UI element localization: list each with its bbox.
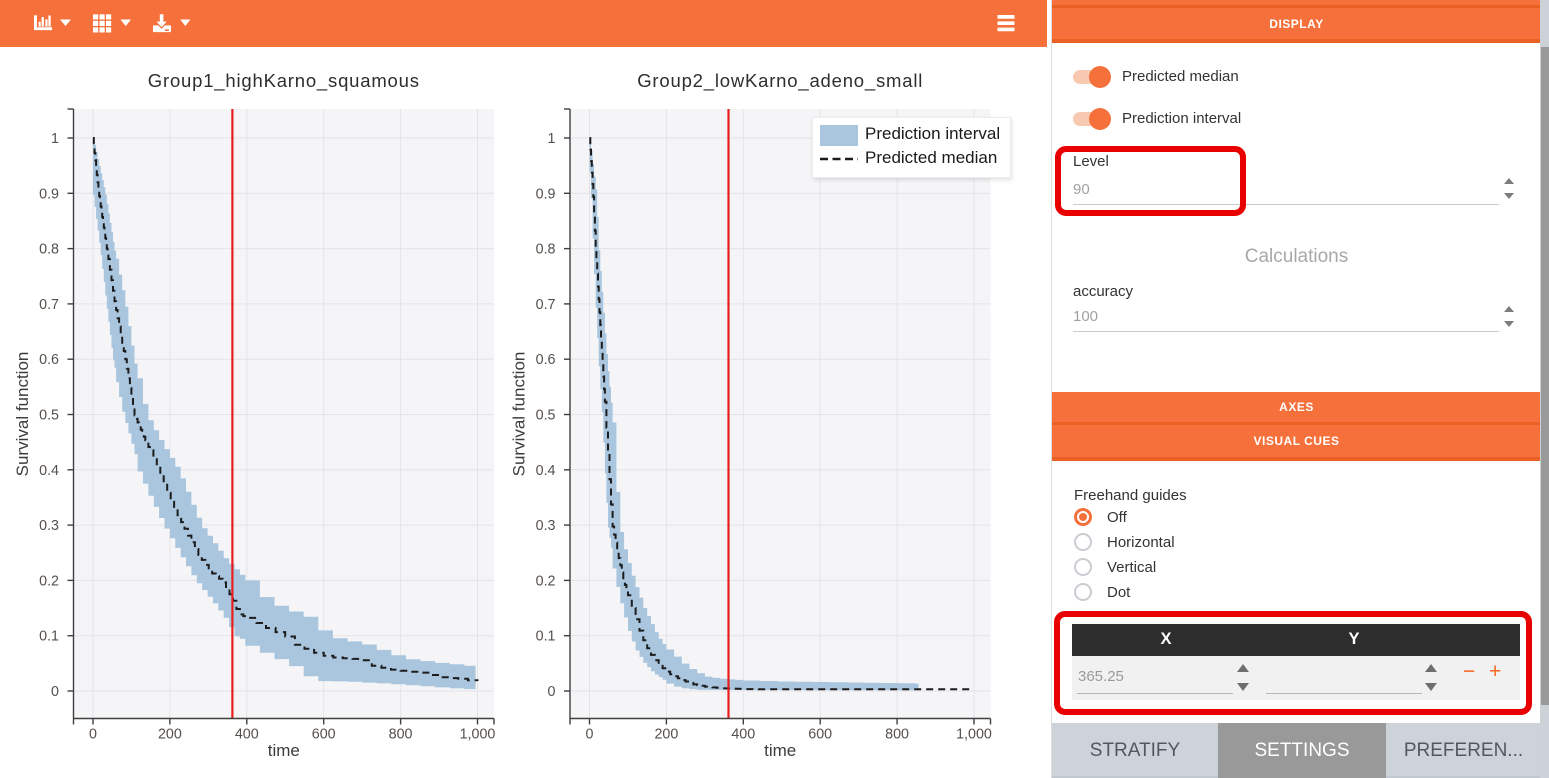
svg-text:0: 0 xyxy=(548,684,556,700)
svg-text:1: 1 xyxy=(548,131,556,147)
svg-text:800: 800 xyxy=(885,727,909,743)
svg-text:0.6: 0.6 xyxy=(536,352,556,368)
svg-text:0.2: 0.2 xyxy=(39,573,59,589)
svg-text:0.8: 0.8 xyxy=(39,242,59,258)
svg-text:0.8: 0.8 xyxy=(536,242,556,258)
svg-text:Group2_lowKarno_adeno_small: Group2_lowKarno_adeno_small xyxy=(637,70,923,92)
svg-text:0.5: 0.5 xyxy=(39,408,59,424)
svg-text:0.1: 0.1 xyxy=(536,629,556,645)
svg-text:400: 400 xyxy=(731,727,755,743)
svg-text:Survival function: Survival function xyxy=(13,352,32,477)
svg-text:Survival function: Survival function xyxy=(510,352,529,477)
svg-text:0.9: 0.9 xyxy=(536,186,556,202)
svg-text:0.6: 0.6 xyxy=(39,352,59,368)
svg-text:0.7: 0.7 xyxy=(39,297,59,313)
svg-text:600: 600 xyxy=(312,727,336,743)
svg-text:0.1: 0.1 xyxy=(39,629,59,645)
svg-text:time: time xyxy=(764,741,796,760)
svg-text:200: 200 xyxy=(158,727,182,743)
svg-text:200: 200 xyxy=(654,727,678,743)
svg-text:0.4: 0.4 xyxy=(39,463,59,479)
svg-text:600: 600 xyxy=(808,727,832,743)
svg-text:Group1_highKarno_squamous: Group1_highKarno_squamous xyxy=(148,70,420,92)
svg-text:1,000: 1,000 xyxy=(956,727,992,743)
svg-text:0.5: 0.5 xyxy=(536,408,556,424)
svg-text:0.3: 0.3 xyxy=(39,518,59,534)
svg-text:0.3: 0.3 xyxy=(536,518,556,534)
svg-text:0: 0 xyxy=(586,727,594,743)
svg-text:0: 0 xyxy=(89,727,97,743)
svg-text:1: 1 xyxy=(51,131,59,147)
svg-text:0: 0 xyxy=(51,684,59,700)
svg-text:1,000: 1,000 xyxy=(460,727,496,743)
svg-text:0.9: 0.9 xyxy=(39,186,59,202)
svg-text:0.7: 0.7 xyxy=(536,297,556,313)
svg-text:800: 800 xyxy=(389,727,413,743)
svg-text:0.2: 0.2 xyxy=(536,573,556,589)
svg-text:0.4: 0.4 xyxy=(536,463,556,479)
svg-text:time: time xyxy=(268,741,300,760)
svg-text:400: 400 xyxy=(235,727,259,743)
